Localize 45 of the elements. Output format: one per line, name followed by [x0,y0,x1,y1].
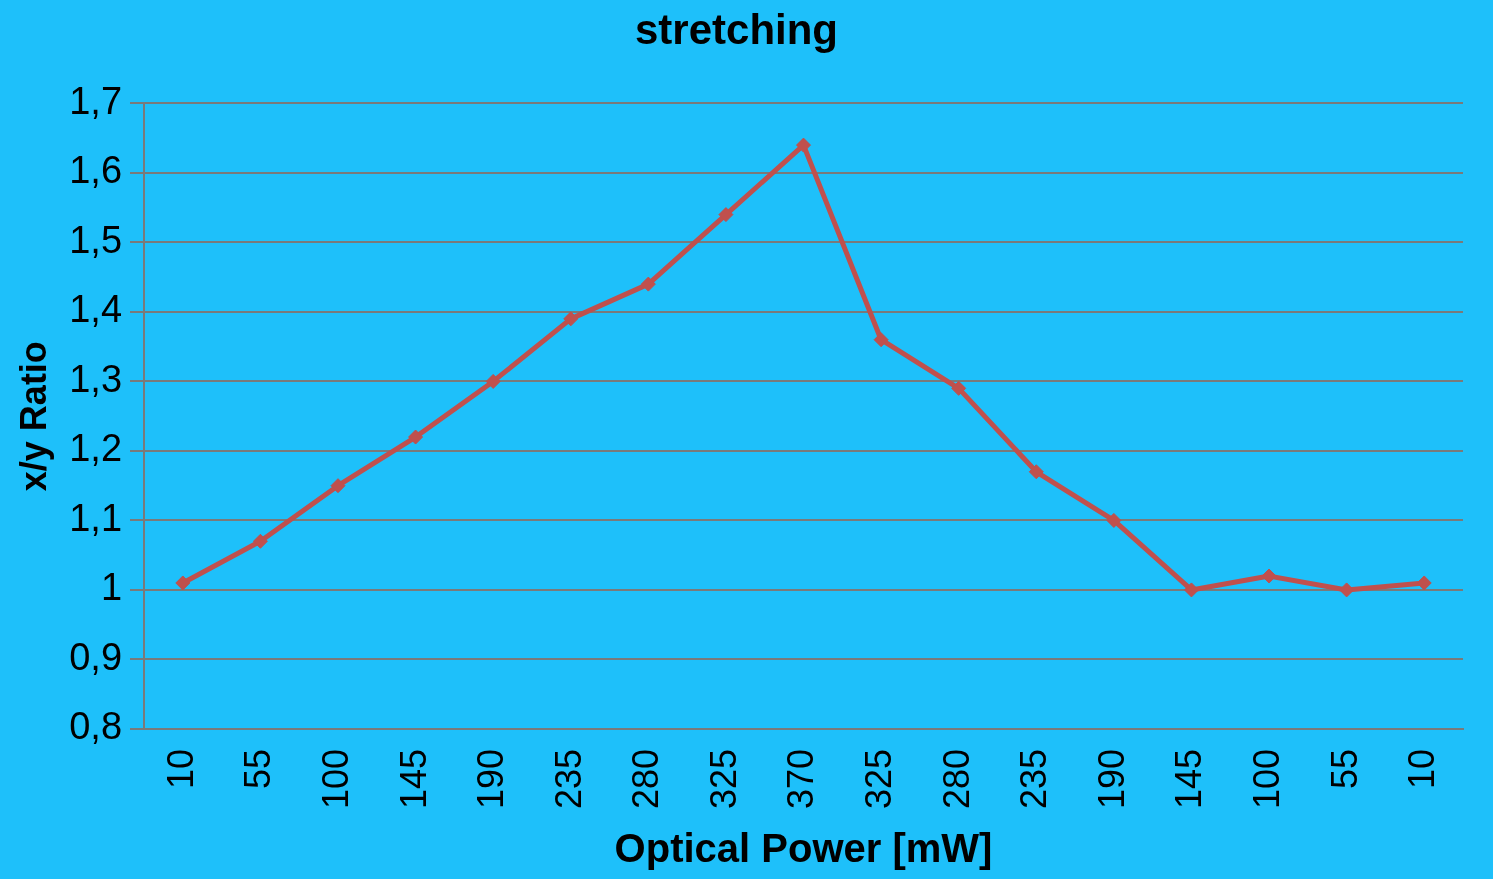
x-tick-label: 10 [159,748,201,789]
point [1261,568,1277,584]
y-tick-label: 0,9 [69,635,123,678]
x-tick-label: 145 [392,748,434,810]
x-tick-label: 190 [1090,748,1132,810]
point [1183,582,1199,598]
point [252,533,268,549]
x-tick-label: 325 [858,748,900,810]
point [330,478,346,494]
x-tick-label: 55 [237,748,279,789]
x-tick-label: 190 [470,748,512,810]
x-tick-label: 10 [1401,748,1443,789]
x-tick-label: 100 [1245,748,1287,810]
point [1106,512,1122,528]
point [485,373,501,389]
x-tick-label: 325 [702,748,744,810]
x-tick-label: 100 [314,748,356,810]
x-tick-label: 280 [935,748,977,810]
y-tick-label: 1,1 [69,496,123,539]
point [563,311,579,327]
point [640,276,656,292]
point [796,137,812,153]
point [1028,464,1044,480]
x-tick-label: 370 [780,748,822,810]
x-tick-label: 280 [625,748,667,810]
point [951,380,967,396]
y-tick-label: 1,2 [69,427,123,470]
y-tick-label: 1 [100,566,123,609]
x-tick-label: 235 [547,748,589,810]
x-axis-title: Optical Power [mW] [614,826,993,871]
y-tick-label: 1,6 [69,149,123,192]
y-tick-label: 0,8 [69,705,123,748]
y-tick-label: 1,4 [69,288,123,331]
point [408,429,424,445]
y-tick-label: 1,5 [69,218,123,261]
point [718,207,734,223]
x-tick-label: 235 [1013,748,1055,810]
point [175,575,191,591]
y-axis-title: x/y Ratio [12,341,54,492]
y-tick-label: 1,3 [69,357,123,400]
point [873,332,889,348]
chart-title: stretching [634,5,839,53]
x-tick-label: 145 [1168,748,1210,810]
x-tick-label: 55 [1323,748,1365,789]
y-tick-label: 1,7 [69,79,123,122]
